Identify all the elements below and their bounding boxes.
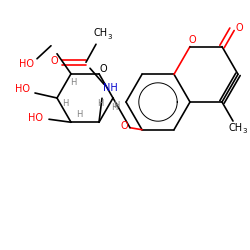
Text: H: H [97,98,103,108]
Text: HO: HO [18,59,34,69]
Text: HO: HO [14,84,30,94]
Text: O: O [188,34,196,44]
Text: H: H [113,102,119,110]
Text: O: O [120,121,128,131]
Text: CH: CH [94,28,108,38]
Text: CH: CH [229,123,243,133]
Text: H: H [70,78,76,87]
Text: H: H [76,110,82,119]
Text: O: O [99,64,107,74]
Text: 3: 3 [243,128,247,134]
Text: NH: NH [103,83,118,93]
Text: O: O [50,56,58,66]
Text: H: H [62,98,68,108]
Text: H: H [111,102,117,112]
Text: 3: 3 [108,34,112,40]
Text: O: O [235,23,243,33]
Text: HO: HO [28,113,44,123]
